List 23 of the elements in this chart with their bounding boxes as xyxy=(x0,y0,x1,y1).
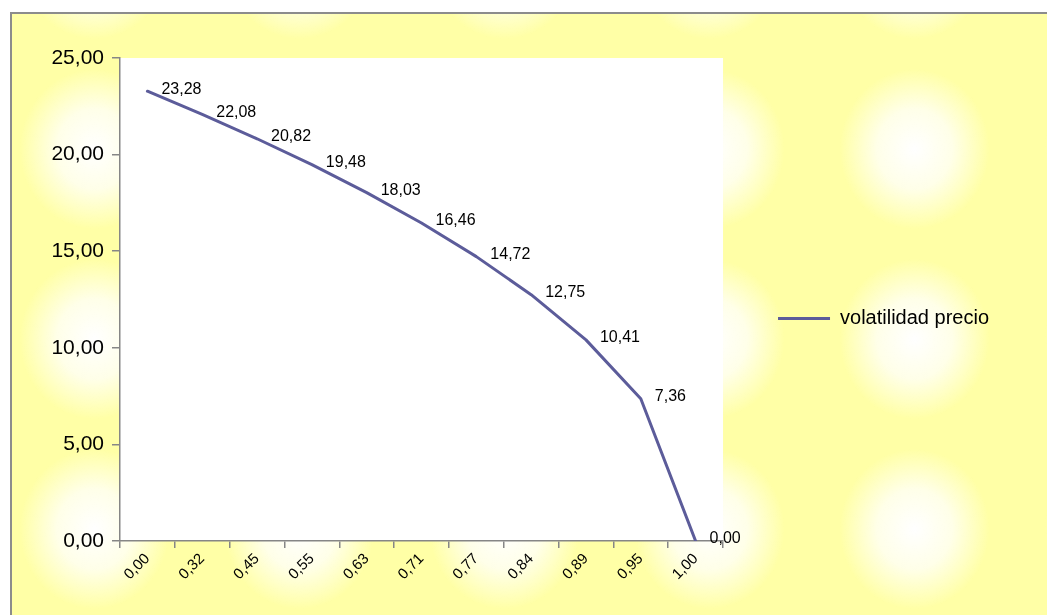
data-label: 19,48 xyxy=(325,153,367,171)
x-tick-label: 0,89 xyxy=(558,549,592,583)
data-label: 12,75 xyxy=(545,283,586,301)
data-label: 18,03 xyxy=(380,181,421,199)
data-label: 7,36 xyxy=(654,387,687,405)
y-tick-label: 15,00 xyxy=(51,238,104,261)
data-label: 10,41 xyxy=(599,328,641,346)
y-tick-label: 10,00 xyxy=(51,334,104,358)
data-label: 14,72 xyxy=(490,245,531,263)
data-label: 0,00 xyxy=(709,529,741,547)
x-tick-label: 0,00 xyxy=(119,549,153,583)
y-tick-label: 20,00 xyxy=(51,141,104,165)
y-tick-label: 0,00 xyxy=(63,527,104,551)
x-tick-label: 0,71 xyxy=(393,549,427,583)
y-tick-label: 5,00 xyxy=(63,431,104,455)
legend-label: volatilidad precio xyxy=(840,306,990,329)
data-label: 22,08 xyxy=(216,102,257,120)
data-label: 16,46 xyxy=(435,211,476,229)
x-tick-label: 0,63 xyxy=(339,549,372,583)
y-tick-label: 25,00 xyxy=(51,44,104,68)
x-tick-label: 0,95 xyxy=(613,549,646,583)
data-label: 23,28 xyxy=(161,79,202,97)
data-label: 20,82 xyxy=(271,127,312,145)
